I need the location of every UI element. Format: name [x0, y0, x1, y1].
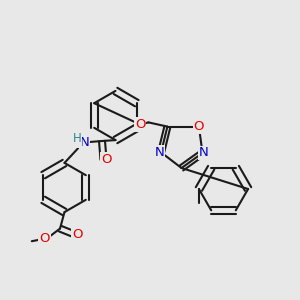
Text: N: N	[80, 136, 89, 149]
Text: O: O	[71, 227, 82, 241]
Text: O: O	[194, 120, 204, 133]
Text: O: O	[39, 232, 50, 245]
Text: N: N	[155, 146, 164, 159]
Text: O: O	[72, 227, 82, 241]
Text: N: N	[154, 146, 164, 159]
Text: N: N	[199, 146, 209, 160]
Text: O: O	[135, 118, 145, 131]
Text: O: O	[40, 232, 50, 245]
Text: O: O	[101, 153, 111, 166]
Text: H: H	[72, 132, 81, 146]
Text: O: O	[135, 118, 145, 131]
Text: NH: NH	[70, 134, 89, 148]
Text: N: N	[200, 146, 210, 160]
Text: O: O	[101, 153, 112, 166]
Text: O: O	[194, 120, 204, 133]
